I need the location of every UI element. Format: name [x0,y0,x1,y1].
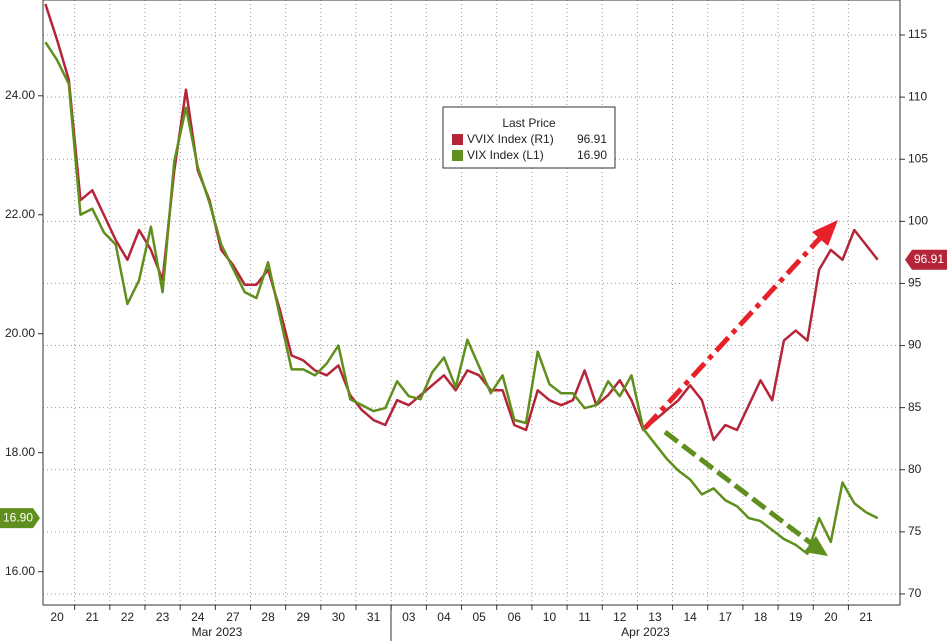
last-value-label: 96.91 [914,252,944,266]
line-layer [44,3,879,556]
x-tick-label: 20 [50,610,64,624]
series-line [44,3,879,442]
y2-tick-label: 95 [908,276,922,290]
arrow-up [643,220,838,430]
grid-layer [43,0,900,605]
x-tick-label: 21 [86,610,100,624]
x-tick-label: 10 [543,610,557,624]
legend-label: VVIX Index (R1) [467,132,554,146]
x-tick-label: 20 [824,610,838,624]
legend-value: 16.90 [577,148,607,162]
last-value-badge [0,508,40,529]
legend-swatch [452,134,463,145]
y2-tick-label: 90 [908,338,922,352]
y2-tick-label: 85 [908,400,922,414]
month-label: Mar 2023 [192,625,243,639]
x-tick-label: 18 [754,610,768,624]
month-label: Apr 2023 [621,625,670,639]
x-tick-label: 21 [859,610,873,624]
x-tick-label: 24 [191,610,205,624]
x-tick-label: 06 [508,610,522,624]
x-tick-label: 12 [613,610,627,624]
x-tick-label: 03 [402,610,416,624]
y-tick-label: 18.00 [5,445,35,459]
y-tick-label: 20.00 [5,326,35,340]
y2-tick-label: 75 [908,524,922,538]
x-tick-label: 22 [121,610,135,624]
x-tick-label: 31 [367,610,381,624]
y2-tick-label: 80 [908,462,922,476]
y-tick-label: 16.00 [5,564,35,578]
y2-tick-label: 110 [908,89,927,103]
x-tick-label: 17 [719,610,733,624]
arrow-down [663,430,828,556]
legend-value: 96.91 [577,132,607,146]
x-tick-label: 27 [226,610,240,624]
legend-label: VIX Index (L1) [467,148,544,162]
plot-frame [42,0,901,606]
x-tick-label: 19 [789,610,803,624]
y2-tick-label: 115 [908,27,927,41]
y2-tick-label: 100 [908,214,928,228]
x-tick-label: 13 [648,610,662,624]
x-tick-label: 14 [683,610,697,624]
x-tick-label: 23 [156,610,170,624]
legend-title: Last Price [502,116,556,130]
y2-tick-label: 105 [908,151,928,165]
last-value-badge [905,249,947,270]
x-tick-label: 30 [332,610,346,624]
x-tick-label: 04 [437,610,451,624]
legend: Last Price VVIX Index (R1) 96.91 VIX Index… [442,106,616,169]
x-tick-label: 05 [472,610,486,624]
x-tick-label: 28 [261,610,275,624]
x-tick-label: 29 [297,610,311,624]
legend-swatch [452,150,463,161]
y-tick-label: 22.00 [5,207,35,221]
y-tick-label: 24.00 [5,88,35,102]
legend-box [442,106,616,169]
last-value-label: 16.90 [3,510,33,524]
series-line [44,41,879,556]
x-tick-label: 11 [578,610,591,624]
y2-tick-label: 70 [908,586,922,600]
